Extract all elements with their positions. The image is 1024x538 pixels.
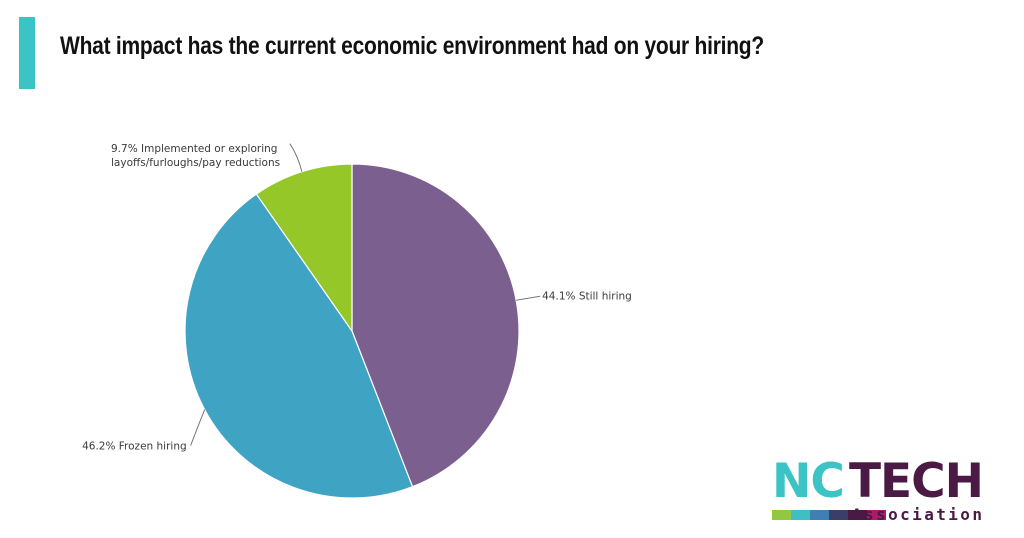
slice-label-layoffs: 9.7% Implemented or exploring layoffs/fu…	[111, 143, 281, 169]
pie-slice-0	[351, 163, 520, 488]
logo-tech-text: TECH	[849, 454, 984, 509]
leader-line-frozen-hiring	[190, 409, 206, 446]
slice-label-frozen-hiring: 46.2% Frozen hiring	[82, 441, 187, 453]
logo-stripe	[867, 510, 886, 520]
leader-line-layoffs	[289, 143, 303, 172]
slice-label-still-hiring: 44.1% Still hiring	[542, 291, 632, 303]
pie-slices	[184, 163, 520, 499]
slice-label-layoffs-line-1: 9.7% Implemented or exploring	[111, 143, 277, 155]
logo-stripe	[791, 510, 810, 520]
accent-bar	[19, 17, 35, 89]
logo-stripe	[772, 510, 791, 520]
logo-nc-text: NC	[772, 454, 845, 509]
leader-line-still-hiring	[516, 295, 541, 301]
nctech-logo: NC TECH Association	[772, 458, 994, 528]
page-title: What impact has the current economic env…	[60, 32, 764, 60]
logo-color-stripes	[772, 510, 886, 520]
logo-stripe	[848, 510, 867, 520]
pie-slice-2	[255, 163, 353, 333]
logo-association-text: Association	[852, 505, 985, 524]
logo-stripe	[829, 510, 848, 520]
slice-label-layoffs-line-2: layoffs/furloughs/pay reductions	[111, 157, 280, 169]
logo-stripe	[810, 510, 829, 520]
